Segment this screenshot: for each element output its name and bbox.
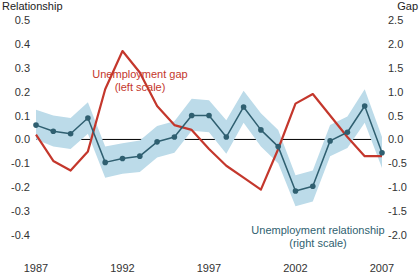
point: [241, 104, 247, 110]
y2-axis-title: Gap: [397, 0, 418, 12]
point: [102, 160, 108, 166]
point: [33, 122, 39, 128]
point: [137, 153, 143, 159]
y2-tick-label: -1.0: [388, 181, 407, 193]
y-tick-label: -0.4: [11, 229, 30, 241]
y-tick-label: 0.0: [15, 133, 30, 145]
x-tick-label: 1992: [110, 262, 134, 274]
y-axis-title: Relationship: [2, 0, 63, 12]
point: [293, 188, 299, 194]
x-tick-label: 1987: [24, 262, 48, 274]
point: [258, 127, 264, 133]
plot-area: [33, 51, 385, 206]
y2-tick-label: 1.0: [388, 86, 403, 98]
y-tick-label: -0.3: [11, 205, 30, 217]
y2-tick-label: 0.0: [388, 133, 403, 145]
series-label: Unemployment gap: [92, 68, 187, 80]
y-tick-label: -0.1: [11, 157, 30, 169]
y-tick-label: 0.3: [15, 62, 30, 74]
point: [310, 183, 316, 189]
point: [154, 139, 160, 145]
y2-tick-label: -2.0: [388, 229, 407, 241]
x-tick-label: 2002: [283, 262, 307, 274]
y2-tick-label: -1.5: [388, 205, 407, 217]
point: [189, 113, 195, 119]
chart: Relationship Gap -0.4 -0.3 -0.2 -0.1 0.0 0.1 0.2…: [0, 0, 420, 280]
x-tick-label: 2007: [370, 262, 394, 274]
series-annotation: (left scale): [115, 81, 166, 93]
point: [172, 134, 178, 140]
y-tick-label: -0.2: [11, 181, 30, 193]
point: [120, 156, 126, 162]
y-tick-label: 0.5: [15, 14, 30, 26]
series-annotation: (right scale): [289, 237, 346, 249]
y-tick-label: 0.2: [15, 86, 30, 98]
point: [51, 129, 57, 135]
y2-tick-label: 2.0: [388, 38, 403, 50]
point: [345, 129, 351, 135]
series-line: [36, 106, 382, 191]
point: [206, 113, 212, 119]
y-tick-label: 0.4: [15, 38, 30, 50]
x-tick-label: 1997: [197, 262, 221, 274]
y-tick-label: 0.1: [15, 110, 30, 122]
series-line: [36, 51, 382, 190]
series-label: Unemployment relationship: [251, 224, 384, 236]
point: [224, 134, 230, 140]
point: [275, 144, 281, 150]
y2-tick-label: 2.5: [388, 14, 403, 26]
point: [68, 131, 74, 137]
y2-tick-label: -0.5: [388, 157, 407, 169]
point: [362, 103, 368, 109]
point: [327, 138, 333, 144]
y2-tick-label: 0.5: [388, 110, 403, 122]
point: [85, 115, 91, 121]
y2-tick-label: 1.5: [388, 62, 403, 74]
point: [379, 150, 385, 156]
